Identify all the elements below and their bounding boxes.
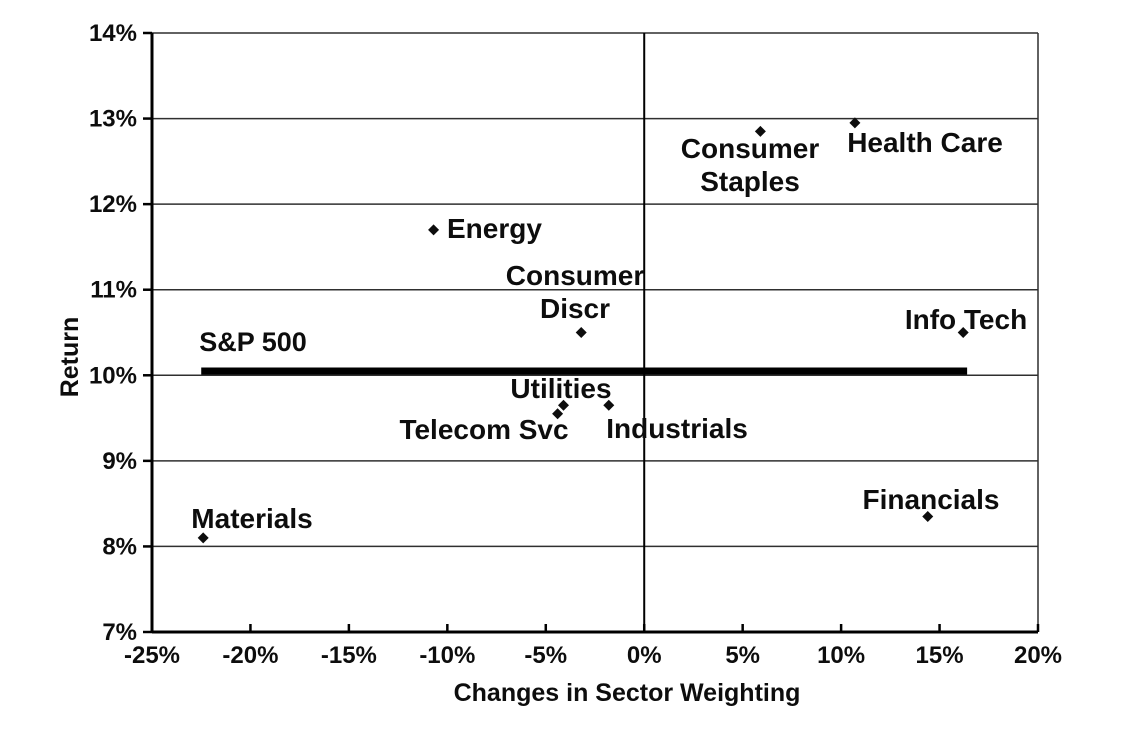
y-tick-label-10: 10% [89,362,137,389]
data-points [197,117,969,544]
x-tick-label--20: -20% [222,642,278,669]
point-label-line: Health Care [847,127,1003,158]
x-axis-title: Changes in Sector Weighting [454,679,801,707]
point-label-industrials: Industrials [606,413,748,444]
tick-marks [143,31,1040,634]
point-label-energy: Energy [447,213,542,244]
data-point-telecom-svc [552,408,564,420]
point-label-line: Materials [191,503,312,534]
point-label-health-care: Health Care [847,127,1003,158]
x-tick-label-0: 0% [627,642,662,669]
point-label-line: Energy [447,213,542,244]
point-label-line: Staples [700,166,800,197]
y-tick-label-11: 11% [90,277,137,304]
x-tick-label--5: -5% [524,642,567,669]
y-tick-label-7: 7% [102,619,137,646]
point-label-line: Telecom Svc [399,414,568,445]
tick-labels: 7% 8% 9% 10% 11% 12% 13% 14% -25% -20% -15% -10% -5%… [89,20,1062,669]
gridlines [152,32,1039,632]
x-tick-label-10: 10% [817,642,865,669]
x-tick-label--15: -15% [321,642,377,669]
y-tick-label-9: 9% [102,448,137,475]
axes [150,33,1038,634]
data-point-materials [197,532,209,544]
data-point-energy [428,224,440,236]
sp500-label: S&P 500 [199,327,307,357]
y-tick-label-13: 13% [89,106,137,133]
x-tick-label--25: -25% [124,642,180,669]
data-point-consumer-discr [575,327,587,338]
data-point-utilities [557,399,569,411]
y-axis-title: Return [56,317,84,398]
reference-line-group: S&P 500 [199,327,968,375]
x-tick-label-15: 15% [916,642,964,669]
x-tick-label-20: 20% [1014,642,1062,669]
y-tick-label-12: 12% [89,191,137,218]
data-point-info-tech [957,327,969,338]
y-tick-label-14: 14% [89,20,137,47]
point-label-telecom-svc: Telecom Svc [399,414,568,445]
x-tick-label--10: -10% [419,642,475,669]
point-label-line: Consumer [506,260,645,291]
point-label-financials: Financials [863,484,1000,515]
data-point-industrials [603,399,615,411]
data-point-financials [922,510,934,522]
point-label-line: Industrials [606,413,748,444]
y-tick-label-8: 8% [102,533,137,560]
point-label-line: Utilities [510,373,611,404]
data-point-health-care [849,117,861,129]
point-labels: Materials Energy Telecom Svc Utilities Consu… [191,127,1027,534]
point-label-materials: Materials [191,503,312,534]
point-label-line: Discr [540,293,610,324]
point-label-line: Consumer [681,133,820,164]
point-label-utilities: Utilities [510,373,611,404]
data-point-consumer-staples [754,125,766,137]
point-label-line: Financials [863,484,1000,515]
x-tick-label-5: 5% [725,642,760,669]
